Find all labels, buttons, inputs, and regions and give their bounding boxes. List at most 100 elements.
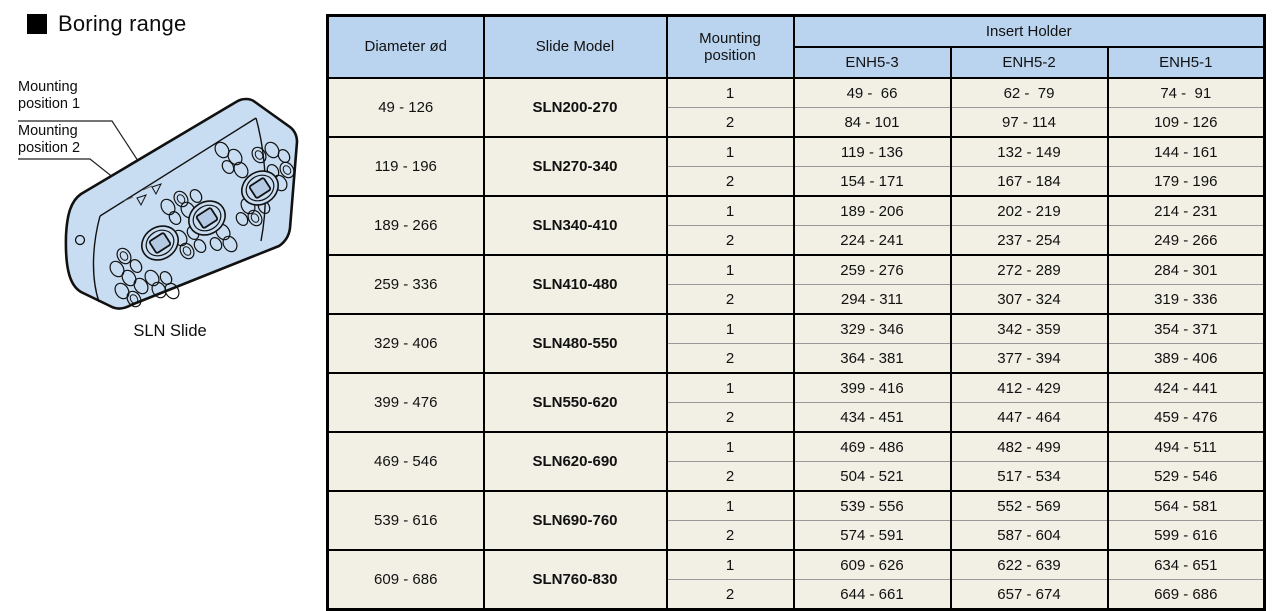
mounting-position-cell: 2 xyxy=(665,343,795,374)
enh5-2-range-cell: 97 - 114 xyxy=(949,107,1109,138)
enh5-1-range-cell: 599 - 616 xyxy=(1106,520,1266,551)
enh5-2-range-cell: 167 - 184 xyxy=(949,166,1109,197)
enh5-1-range-cell: 284 - 301 xyxy=(1106,254,1266,285)
slide-model-cell: SLN760-830 xyxy=(482,549,668,610)
diameter-cell: 49 - 126 xyxy=(326,77,485,138)
enh5-1-range-cell: 214 - 231 xyxy=(1106,195,1266,226)
enh5-3-range-cell: 504 - 521 xyxy=(792,461,952,492)
mounting-marker-1-icon xyxy=(151,183,162,196)
enh5-3-range-cell: 119 - 136 xyxy=(792,136,952,167)
enh5-2-range-cell: 307 - 324 xyxy=(949,284,1109,315)
enh5-3-range-cell: 84 - 101 xyxy=(792,107,952,138)
slide-model-cell: SLN410-480 xyxy=(482,254,668,315)
col-header-enh5-2: ENH5-2 xyxy=(949,46,1109,79)
enh5-3-range-cell: 259 - 276 xyxy=(792,254,952,285)
slide-model-cell: SLN270-340 xyxy=(482,136,668,197)
col-header-enh5-3: ENH5-3 xyxy=(792,46,952,79)
enh5-3-range-cell: 364 - 381 xyxy=(792,343,952,374)
diameter-cell: 609 - 686 xyxy=(326,549,485,610)
enh5-2-range-cell: 622 - 639 xyxy=(949,549,1109,580)
enh5-2-range-cell: 517 - 534 xyxy=(949,461,1109,492)
mounting-position-cell: 2 xyxy=(665,579,795,610)
slide-model-cell: SLN620-690 xyxy=(482,431,668,492)
mounting-position-cell: 1 xyxy=(665,549,795,580)
col-header-diameter: Diameter ød xyxy=(326,14,485,79)
enh5-2-range-cell: 272 - 289 xyxy=(949,254,1109,285)
enh5-1-range-cell: 249 - 266 xyxy=(1106,225,1266,256)
mounting-position-cell: 1 xyxy=(665,490,795,521)
enh5-1-range-cell: 144 - 161 xyxy=(1106,136,1266,167)
mounting-marker-2-icon xyxy=(136,194,147,207)
enh5-2-range-cell: 552 - 569 xyxy=(949,490,1109,521)
enh5-1-range-cell: 109 - 126 xyxy=(1106,107,1266,138)
col-header-mounting-position: Mounting position xyxy=(665,14,795,79)
enh5-1-range-cell: 389 - 406 xyxy=(1106,343,1266,374)
mounting-position-cell: 2 xyxy=(665,402,795,433)
mounting-position-cell: 1 xyxy=(665,431,795,462)
mounting-position-cell: 1 xyxy=(665,77,795,108)
enh5-3-range-cell: 224 - 241 xyxy=(792,225,952,256)
enh5-3-range-cell: 434 - 451 xyxy=(792,402,952,433)
enh5-1-range-cell: 354 - 371 xyxy=(1106,313,1266,344)
mounting-position-cell: 2 xyxy=(665,166,795,197)
enh5-3-range-cell: 154 - 171 xyxy=(792,166,952,197)
enh5-2-range-cell: 132 - 149 xyxy=(949,136,1109,167)
enh5-3-range-cell: 609 - 626 xyxy=(792,549,952,580)
diameter-cell: 399 - 476 xyxy=(326,372,485,433)
mounting-position-cell: 1 xyxy=(665,372,795,403)
enh5-2-range-cell: 482 - 499 xyxy=(949,431,1109,462)
enh5-3-range-cell: 399 - 416 xyxy=(792,372,952,403)
mounting-position-cell: 2 xyxy=(665,225,795,256)
mounting-position-2-label: Mounting position 2 xyxy=(18,123,81,157)
end-cap-hole xyxy=(74,234,86,246)
slide-model-cell: SLN200-270 xyxy=(482,77,668,138)
enh5-1-range-cell: 634 - 651 xyxy=(1106,549,1266,580)
enh5-2-range-cell: 412 - 429 xyxy=(949,372,1109,403)
enh5-2-range-cell: 377 - 394 xyxy=(949,343,1109,374)
enh5-2-range-cell: 342 - 359 xyxy=(949,313,1109,344)
section-title: Boring range xyxy=(27,11,186,37)
mounting-position-1-label: Mounting position 1 xyxy=(18,79,81,113)
diagram-caption: SLN Slide xyxy=(133,322,207,340)
enh5-2-range-cell: 237 - 254 xyxy=(949,225,1109,256)
mounting-position-cell: 1 xyxy=(665,254,795,285)
slide-model-cell: SLN340-410 xyxy=(482,195,668,256)
large-bore-3 xyxy=(241,170,279,206)
square-bullet-icon xyxy=(27,14,47,34)
enh5-3-range-cell: 189 - 206 xyxy=(792,195,952,226)
enh5-1-range-cell: 459 - 476 xyxy=(1106,402,1266,433)
large-bore-1 xyxy=(141,225,179,261)
enh5-1-range-cell: 424 - 441 xyxy=(1106,372,1266,403)
enh5-3-range-cell: 539 - 556 xyxy=(792,490,952,521)
enh5-3-range-cell: 469 - 486 xyxy=(792,431,952,462)
enh5-2-range-cell: 202 - 219 xyxy=(949,195,1109,226)
diameter-cell: 539 - 616 xyxy=(326,490,485,551)
mounting-position-cell: 2 xyxy=(665,284,795,315)
enh5-1-range-cell: 494 - 511 xyxy=(1106,431,1266,462)
enh5-3-range-cell: 644 - 661 xyxy=(792,579,952,610)
mounting-header-line2: position xyxy=(704,47,756,64)
enh5-1-range-cell: 564 - 581 xyxy=(1106,490,1266,521)
enh5-1-range-cell: 179 - 196 xyxy=(1106,166,1266,197)
large-bore-2 xyxy=(188,200,226,236)
mounting-position-cell: 1 xyxy=(665,136,795,167)
engraving-marks xyxy=(123,185,153,202)
enh5-1-range-cell: 669 - 686 xyxy=(1106,579,1266,610)
mounting-position-cell: 1 xyxy=(665,195,795,226)
enh5-3-range-cell: 49 - 66 xyxy=(792,77,952,108)
diameter-cell: 329 - 406 xyxy=(326,313,485,374)
mounting-position-cell: 1 xyxy=(665,313,795,344)
enh5-2-range-cell: 657 - 674 xyxy=(949,579,1109,610)
col-header-enh5-1: ENH5-1 xyxy=(1106,46,1266,79)
boring-range-table: Diameter ød Slide Model Mounting position… xyxy=(326,14,1267,611)
slide-model-cell: SLN690-760 xyxy=(482,490,668,551)
diameter-cell: 469 - 546 xyxy=(326,431,485,492)
col-header-slide-model: Slide Model xyxy=(482,14,668,79)
mounting-position-cell: 2 xyxy=(665,520,795,551)
enh5-2-range-cell: 587 - 604 xyxy=(949,520,1109,551)
mounting-position-cell: 2 xyxy=(665,461,795,492)
enh5-3-range-cell: 329 - 346 xyxy=(792,313,952,344)
slide-model-cell: SLN550-620 xyxy=(482,372,668,433)
section-title-text: Boring range xyxy=(58,11,187,36)
slide-model-cell: SLN480-550 xyxy=(482,313,668,374)
